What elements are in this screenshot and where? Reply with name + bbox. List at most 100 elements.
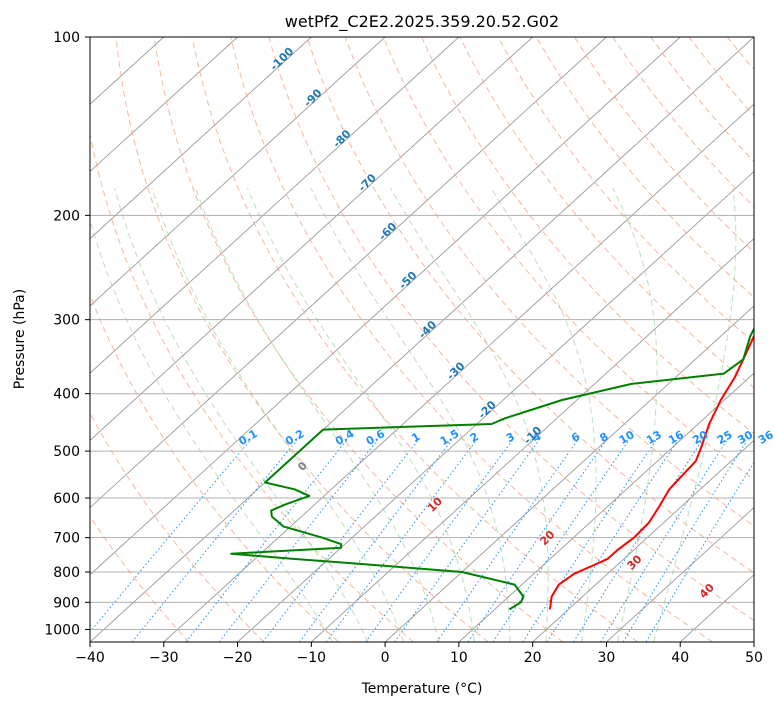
dry-adiabat: [535, 37, 754, 298]
dry-adiabat: [688, 37, 754, 117]
y-axis-ticks: 100 200 300 400 500 600 700 800 900 1000: [44, 30, 90, 638]
moist-adiabat: [490, 187, 597, 642]
y-tick-label: 1000: [44, 622, 80, 638]
isotherm-label: -90: [301, 86, 324, 109]
background-lines: [90, 37, 775, 642]
dry-adiabat: [191, 37, 639, 642]
y-tick-label: 100: [53, 30, 80, 46]
mixing-ratio-line: [467, 440, 607, 642]
x-tick-label: 40: [671, 650, 689, 666]
isotherm-label: -30: [444, 359, 467, 382]
profile-series: [230, 326, 754, 611]
isotherm-line: [458, 372, 754, 642]
dry-adiabat: [421, 37, 754, 435]
isotherm-label: -40: [416, 318, 439, 341]
moist-adiabat: [195, 188, 440, 642]
mixing-ratio-label: 8: [598, 430, 611, 445]
isotherm-line: [90, 37, 607, 509]
mixing-ratio-line: [573, 440, 703, 642]
dry-adiabat: [306, 37, 754, 574]
mixing-ratio-line: [90, 440, 251, 633]
isotherm-label: -60: [376, 220, 399, 243]
y-axis-label: Pressure (hPa): [12, 289, 28, 389]
mixing-ratio-line: [645, 461, 754, 642]
isotherm-line: [532, 439, 754, 642]
mixing-ratio-label: 30: [735, 428, 755, 447]
moist-adiabat: [151, 188, 405, 642]
mixing-ratio-line: [546, 440, 679, 642]
x-tick-label: 50: [745, 650, 763, 666]
x-tick-label: 10: [450, 650, 468, 666]
moist-adiabat: [653, 188, 737, 642]
moist-adiabat: [390, 187, 549, 642]
mixing-ratio-line: [131, 440, 297, 642]
mixing-ratio-label: 2: [468, 430, 481, 445]
dry-adiabat: [766, 37, 775, 642]
mixing-ratio-label: 0.1: [236, 427, 259, 448]
y-tick-label: 900: [53, 595, 80, 611]
dry-adiabat: [230, 37, 713, 642]
mixing-ratio-label: 10: [617, 428, 637, 447]
dry-adiabat: [459, 37, 754, 389]
x-tick-label: −30: [149, 650, 179, 666]
isotherm-line: [90, 37, 754, 642]
isotherm-line: [90, 37, 386, 307]
isotherm-line: [90, 37, 312, 240]
dry-adiabat: [90, 515, 190, 642]
plot-frame: [89, 36, 755, 643]
mixing-ratio-line: [262, 440, 419, 642]
mixing-ratio-line: [492, 440, 629, 642]
isotherm-line: [90, 37, 533, 441]
moist-adiabat-label: 10: [425, 494, 445, 514]
chart-title: wetPf2_C2E2.2025.359.20.52.G02: [285, 12, 559, 32]
mixing-ratio-line: [622, 440, 748, 642]
mixing-ratio-label: 36: [756, 428, 775, 447]
isotherm-line: [90, 37, 681, 576]
x-tick-label: −20: [223, 650, 253, 666]
isotherm-label: -10: [521, 424, 544, 447]
moist-adiabat: [247, 188, 475, 642]
x-axis-label: Temperature (°C): [361, 681, 483, 697]
mixing-ratio-line: [365, 440, 513, 642]
dry-adiabat: [153, 37, 564, 642]
isotherm-label: -50: [396, 268, 419, 291]
mixing-ratio-line: [600, 440, 728, 642]
x-axis-ticks: −40 −30 −20 −10 0 10 20 30 40 50: [75, 642, 763, 666]
x-tick-label: −10: [297, 650, 327, 666]
isotherm-line: [753, 641, 754, 642]
isotherm-line: [311, 238, 754, 642]
dry-adiabat: [382, 37, 754, 481]
x-tick-label: −40: [75, 650, 105, 666]
mixing-ratio-line: [522, 440, 657, 642]
moist-adiabat: [90, 218, 333, 642]
mixing-ratio-label: 6: [569, 430, 582, 445]
mixing-ratio-line: [218, 440, 378, 642]
dry-adiabat: [650, 37, 754, 163]
isotherm-line: [606, 506, 754, 642]
dry-adiabat: [344, 37, 754, 527]
mixing-ratio-label: 0.6: [364, 427, 388, 448]
isotherm-line: [163, 103, 754, 642]
y-tick-label: 600: [53, 491, 80, 507]
dry-adiabat: [574, 37, 754, 253]
mixing-ratio-line: [325, 440, 477, 642]
x-tick-label: 30: [598, 650, 616, 666]
y-tick-label: 500: [53, 444, 80, 460]
isotherm-line: [384, 305, 754, 642]
temperature-profile-line: [549, 333, 754, 610]
x-tick-label: 20: [524, 650, 542, 666]
dry-adiabat: [90, 412, 265, 642]
y-tick-label: 200: [53, 208, 80, 224]
moist-adiabat-label: 20: [537, 528, 557, 548]
mixing-ratio-label: 1: [409, 430, 422, 445]
mixing-ratio-line: [299, 440, 452, 642]
moist-adiabat: [612, 187, 658, 642]
isotherm-line: [90, 37, 238, 173]
dry-adiabat: [90, 131, 414, 642]
isotherm-label: -80: [330, 127, 353, 150]
mixing-ratio-line: [185, 440, 347, 642]
isotherm-line: [237, 170, 754, 642]
y-tick-label: 800: [53, 565, 80, 581]
dry-adiabat: [497, 37, 754, 344]
